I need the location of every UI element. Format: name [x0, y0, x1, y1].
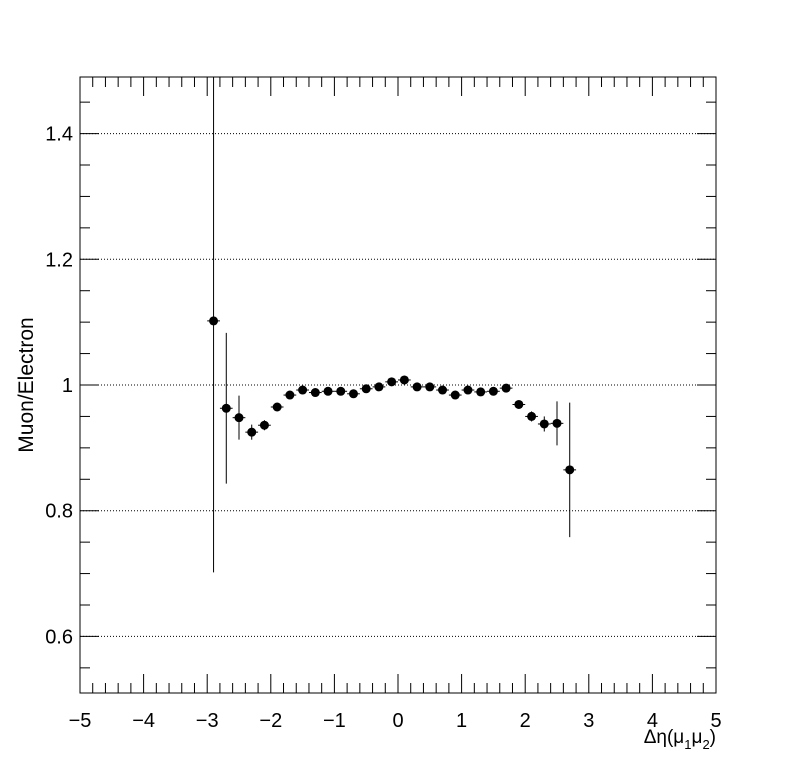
- x-tick-label: −4: [132, 710, 155, 732]
- y-tick-label: 0.8: [45, 501, 73, 523]
- x-tick-label: −2: [259, 710, 282, 732]
- x-tick-label: 1: [456, 710, 467, 732]
- x-tick-label: −3: [196, 710, 219, 732]
- data-point: [463, 385, 473, 395]
- data-point: [450, 390, 460, 400]
- x-axis-label-mid: μ: [691, 727, 702, 748]
- data-point: [247, 427, 257, 437]
- x-tick-label: 5: [710, 710, 721, 732]
- data-point: [425, 382, 435, 392]
- data-point: [348, 389, 358, 399]
- x-axis-label-sub1: 1: [684, 737, 691, 752]
- y-tick-label: 1.4: [45, 124, 73, 146]
- data-point: [412, 382, 422, 392]
- grid-lines: [80, 133, 716, 637]
- x-axis-label-close: ): [710, 727, 716, 748]
- data-point: [514, 399, 524, 409]
- x-axis-label-main: Δη(μ: [644, 727, 685, 748]
- x-tick-label: 4: [647, 710, 658, 732]
- data-point: [361, 384, 371, 394]
- data-point: [527, 411, 537, 421]
- data-point: [374, 382, 384, 392]
- x-tick-label: −1: [323, 710, 346, 732]
- data-point: [399, 375, 409, 385]
- x-tick-label: 3: [583, 710, 594, 732]
- data-point: [438, 385, 448, 395]
- data-point: [234, 413, 244, 423]
- data-point: [552, 418, 562, 428]
- data-point: [285, 390, 295, 400]
- data-point: [209, 316, 219, 326]
- data-point: [221, 403, 231, 413]
- x-tick-label: −5: [69, 710, 92, 732]
- data-point: [387, 377, 397, 387]
- axis-ticks: [79, 77, 717, 693]
- data-point: [565, 465, 575, 475]
- x-tick-labels: −5 −4 −3 −2 −1 0 1 2 3 4 5: [69, 710, 722, 732]
- data-point: [323, 386, 333, 396]
- x-axis-label: Δη(μ1μ2): [644, 727, 716, 752]
- y-tick-label: 1.2: [45, 249, 73, 271]
- data-point: [272, 402, 282, 412]
- data-point: [488, 386, 498, 396]
- x-tick-label: 2: [520, 710, 531, 732]
- data-point: [259, 420, 269, 430]
- x-axis-label-sub2: 2: [702, 737, 709, 752]
- y-tick-labels: 0.6 0.8 1 1.2 1.4: [45, 124, 73, 649]
- data-point: [336, 386, 346, 396]
- y-axis-label: Muon/Electron: [15, 317, 38, 452]
- data-point: [310, 388, 320, 398]
- data-point: [501, 383, 511, 393]
- y-tick-label: 1: [62, 375, 73, 397]
- x-tick-label: 0: [392, 710, 403, 732]
- y-tick-label: 0.6: [45, 626, 73, 648]
- data-point: [298, 385, 308, 395]
- data-point: [476, 387, 486, 397]
- data-points: [207, 77, 577, 573]
- data-point: [539, 419, 549, 429]
